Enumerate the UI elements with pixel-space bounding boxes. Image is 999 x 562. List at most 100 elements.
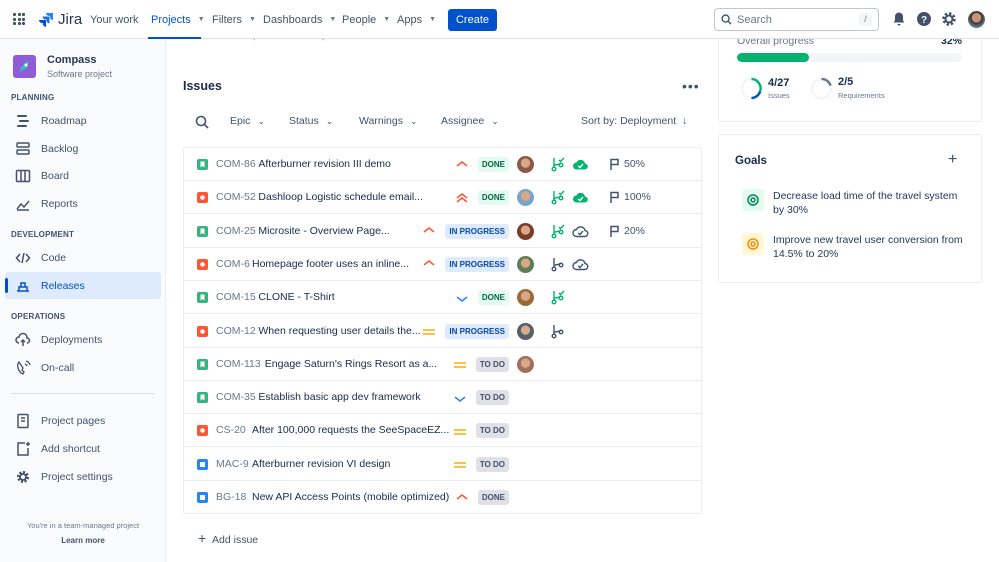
filter-warnings[interactable]: Warnings ⌄ <box>359 115 418 127</box>
issues-search-icon[interactable] <box>195 115 209 129</box>
assignee-avatar[interactable] <box>517 322 534 340</box>
filter-epic[interactable]: Epic ⌄ <box>230 115 265 127</box>
sidebar-item-project-settings[interactable]: Project settings <box>5 463 161 490</box>
issue-title[interactable]: After 100,000 requests the SeeSpaceEZ... <box>252 424 450 437</box>
issue-title[interactable]: When requesting user details the... <box>258 324 421 337</box>
filter-assignee[interactable]: Assignee ⌄ <box>441 115 499 127</box>
issue-key[interactable]: COM-15 <box>216 291 256 304</box>
status-lozenge[interactable]: IN PROGRESS <box>445 256 509 272</box>
deployment-outline-icon[interactable] <box>572 258 589 271</box>
nav-apps[interactable]: Apps ▼ <box>397 0 436 39</box>
sidebar-item-releases[interactable]: Releases <box>5 272 161 299</box>
nav-people[interactable]: People ▼ <box>342 0 390 39</box>
sidebar-item-on-call[interactable]: On-call <box>5 354 161 381</box>
issue-row[interactable]: MAC-9 Afterburner revision VI design TO … <box>184 448 701 481</box>
issue-title[interactable]: Homepage footer uses an inline... <box>252 257 410 270</box>
issue-row[interactable]: COM-113 Engage Saturn's Rings Resort as … <box>184 348 701 381</box>
assignee-avatar[interactable] <box>517 289 534 307</box>
issue-key[interactable]: MAC-9 <box>216 457 249 470</box>
add-goal-plus-icon[interactable]: + <box>948 151 958 168</box>
branch-open-icon[interactable] <box>551 324 565 339</box>
notifications-bell-icon[interactable] <box>891 11 907 27</box>
sidebar-item-backlog[interactable]: Backlog <box>5 135 161 162</box>
issue-row[interactable]: BG-18 New API Access Points (mobile opti… <box>184 481 701 514</box>
issue-row[interactable]: COM-86 Afterburner revision III demo DON… <box>184 148 701 181</box>
status-lozenge[interactable]: DONE <box>477 157 509 172</box>
issue-key[interactable]: COM-113 <box>216 357 261 370</box>
issue-title[interactable]: Dashloop Logistic schedule email... <box>258 191 423 204</box>
issue-key[interactable]: COM-6 <box>216 257 250 270</box>
nav-projects[interactable]: Projects ▼ <box>148 0 205 39</box>
sidebar-item-deployments[interactable]: Deployments <box>5 326 161 353</box>
deployment-success-icon[interactable] <box>572 191 589 204</box>
status-lozenge[interactable]: TO DO <box>475 456 509 472</box>
goal-item[interactable]: Decrease load time of the travel system … <box>742 189 967 217</box>
nav-your-work[interactable]: Your work <box>90 0 139 39</box>
assignee-avatar[interactable] <box>517 222 534 240</box>
issue-key[interactable]: COM-86 <box>216 158 256 170</box>
sidebar-item-code[interactable]: Code <box>5 244 161 271</box>
status-lozenge[interactable]: DONE <box>477 290 509 306</box>
status-lozenge[interactable]: TO DO <box>475 390 509 406</box>
assignee-avatar[interactable] <box>517 255 534 273</box>
issues-progress-ring-icon <box>740 77 763 100</box>
status-lozenge[interactable]: DONE <box>477 190 509 206</box>
project-name[interactable]: Compass <box>47 54 97 66</box>
branch-open-icon[interactable] <box>551 257 565 272</box>
issue-row[interactable]: COM-25 Microsite - Overview Page... IN P… <box>184 215 701 248</box>
issue-title[interactable]: Establish basic app dev framework <box>258 391 421 404</box>
help-icon[interactable]: ? <box>916 11 932 27</box>
search-input[interactable]: Search / <box>714 8 879 31</box>
sort-by-deployment-button[interactable]: Sort by: Deployment ↓ <box>581 115 687 127</box>
assignee-avatar[interactable] <box>517 355 534 373</box>
sidebar-item-project-pages[interactable]: Project pages <box>5 407 161 434</box>
branch-merged-icon[interactable] <box>551 224 565 239</box>
assignee-avatar[interactable] <box>517 189 534 207</box>
sidebar-item-add-shortcut[interactable]: Add shortcut <box>5 435 161 462</box>
deployment-success-icon[interactable] <box>572 158 589 171</box>
issue-key[interactable]: CS-20 <box>216 424 246 437</box>
issue-title[interactable]: Engage Saturn's Rings Resort as a... <box>264 357 438 370</box>
issue-title[interactable]: CLONE - T-Shirt <box>258 291 335 304</box>
issue-key[interactable]: COM-12 <box>216 324 256 337</box>
filter-status[interactable]: Status ⌄ <box>289 115 333 127</box>
issue-row[interactable]: COM-6 Homepage footer uses an inline... … <box>184 248 701 281</box>
issue-title[interactable]: Afterburner revision III demo <box>258 158 391 170</box>
jira-logo[interactable]: Jira <box>38 11 82 28</box>
issue-key[interactable]: COM-52 <box>216 191 256 204</box>
issue-row[interactable]: CS-20 After 100,000 requests the SeeSpac… <box>184 414 701 448</box>
goal-item[interactable]: Improve new travel user conversion from … <box>742 233 967 261</box>
more-options-icon[interactable]: ••• <box>682 78 700 94</box>
nav-filters[interactable]: Filters ▼ <box>212 0 256 39</box>
learn-more-link[interactable]: Learn more <box>61 536 105 545</box>
status-lozenge[interactable]: IN PROGRESS <box>445 323 509 339</box>
issue-key[interactable]: COM-25 <box>216 224 256 237</box>
issue-row[interactable]: COM-15 CLONE - T-Shirt DONE <box>184 281 701 315</box>
branch-merged-icon[interactable] <box>551 190 565 205</box>
status-lozenge[interactable]: IN PROGRESS <box>445 223 509 239</box>
deployment-outline-icon[interactable] <box>572 225 589 238</box>
issue-row[interactable]: COM-52 Dashloop Logistic schedule email.… <box>184 181 701 215</box>
status-lozenge[interactable]: TO DO <box>475 356 509 372</box>
nav-dashboards[interactable]: Dashboards ▼ <box>263 0 336 39</box>
add-issue-button[interactable]: + Add issue <box>198 530 258 546</box>
status-lozenge[interactable]: DONE <box>477 490 509 505</box>
sidebar-item-roadmap[interactable]: Roadmap <box>5 107 161 134</box>
user-avatar[interactable] <box>968 11 985 28</box>
sidebar-item-reports[interactable]: Reports <box>5 190 161 217</box>
issue-key[interactable]: COM-35 <box>216 391 256 404</box>
branch-merged-icon[interactable] <box>551 290 565 305</box>
status-lozenge[interactable]: TO DO <box>475 423 509 439</box>
app-switcher-icon[interactable] <box>13 13 25 25</box>
issue-row[interactable]: COM-35 Establish basic app dev framework… <box>184 381 701 415</box>
assignee-avatar[interactable] <box>517 156 534 173</box>
sidebar-item-board[interactable]: Board <box>5 162 161 189</box>
issue-title[interactable]: New API Access Points (mobile optimized) <box>252 491 450 503</box>
issue-title[interactable]: Microsite - Overview Page... <box>258 224 390 237</box>
create-button[interactable]: Create <box>448 9 497 31</box>
branch-merged-icon[interactable] <box>551 157 565 172</box>
issue-key[interactable]: BG-18 <box>216 491 247 503</box>
settings-gear-icon[interactable] <box>941 11 957 27</box>
issue-title[interactable]: Afterburner revision VI design <box>252 457 391 470</box>
issue-row[interactable]: COM-12 When requesting user details the.… <box>184 315 701 348</box>
